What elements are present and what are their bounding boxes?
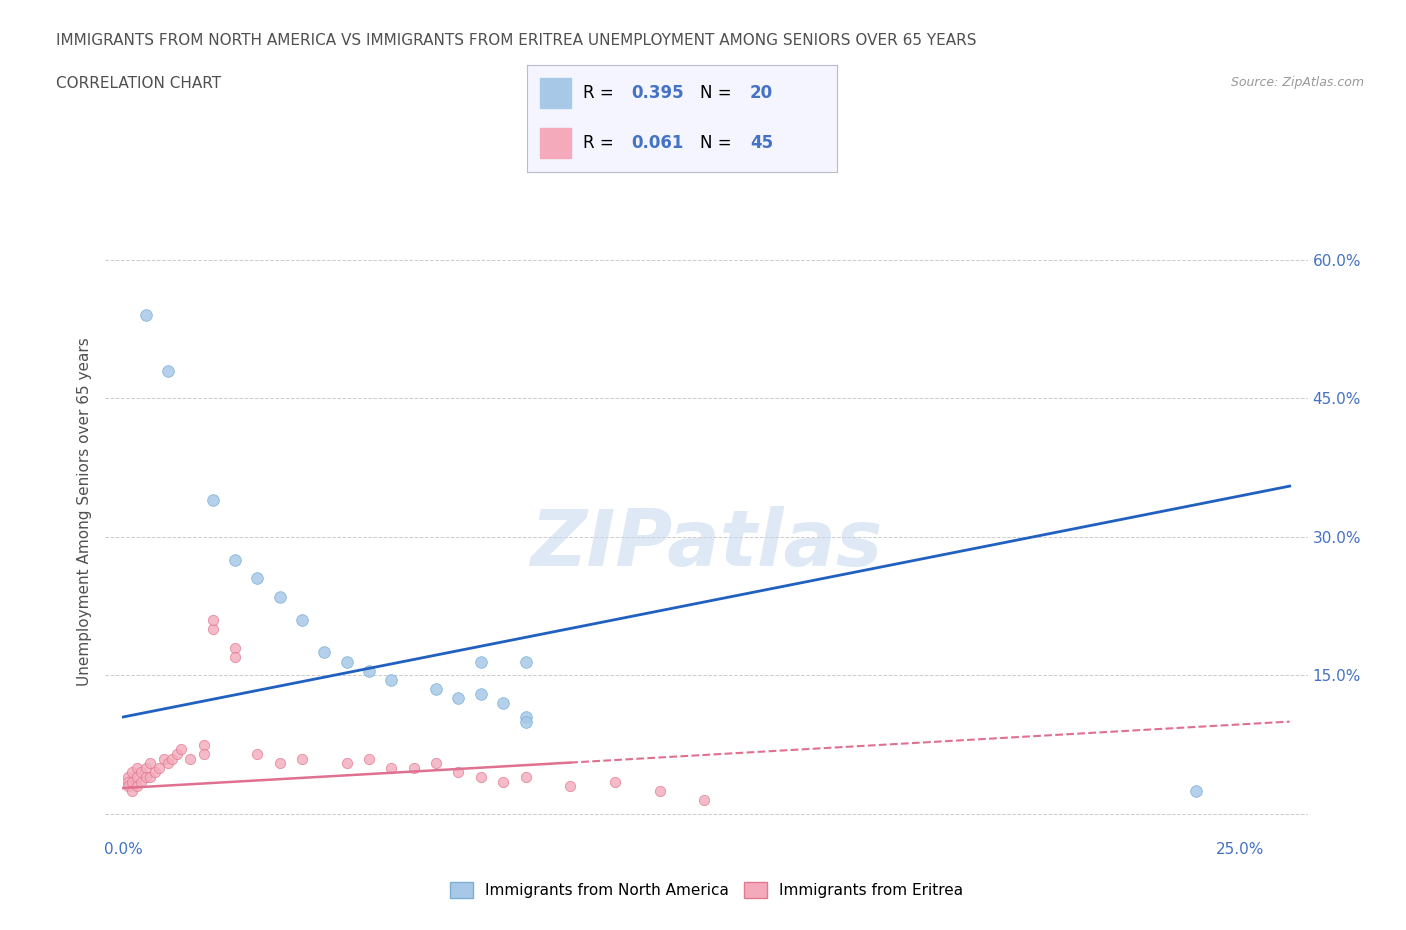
Point <box>447 764 470 779</box>
Text: CORRELATION CHART: CORRELATION CHART <box>56 76 221 91</box>
Point <box>224 552 246 567</box>
Point <box>314 644 336 659</box>
Point <box>129 764 152 779</box>
Point <box>201 622 224 637</box>
Point <box>603 774 626 789</box>
Point <box>129 774 152 789</box>
Point <box>117 778 139 793</box>
Point <box>139 769 162 784</box>
Text: R =: R = <box>583 134 619 153</box>
Point <box>492 774 515 789</box>
Point <box>148 761 170 776</box>
Point <box>447 691 470 706</box>
Point <box>179 751 201 766</box>
Point <box>121 774 143 789</box>
Bar <box>540 128 571 158</box>
Point <box>224 649 246 664</box>
Point <box>380 672 402 687</box>
Point <box>121 783 143 798</box>
Y-axis label: Unemployment Among Seniors over 65 years: Unemployment Among Seniors over 65 years <box>77 338 93 686</box>
Text: 20: 20 <box>749 84 773 102</box>
Point <box>246 571 269 586</box>
Point <box>125 778 148 793</box>
Text: N =: N = <box>700 84 737 102</box>
Point <box>269 756 291 771</box>
Text: IMMIGRANTS FROM NORTH AMERICA VS IMMIGRANTS FROM ERITREA UNEMPLOYMENT AMONG SENI: IMMIGRANTS FROM NORTH AMERICA VS IMMIGRA… <box>56 33 977 47</box>
Point <box>170 742 193 757</box>
Point <box>648 783 671 798</box>
Point <box>402 761 425 776</box>
Point <box>470 686 492 701</box>
Point <box>193 737 215 752</box>
Legend: Immigrants from North America, Immigrants from Eritrea: Immigrants from North America, Immigrant… <box>444 876 969 904</box>
Point <box>224 640 246 655</box>
Point <box>492 696 515 711</box>
Point <box>121 764 143 779</box>
Point <box>135 769 157 784</box>
Point <box>1185 783 1208 798</box>
Point <box>291 613 314 628</box>
Point <box>515 654 537 669</box>
Point <box>693 792 716 807</box>
Point <box>139 756 162 771</box>
Point <box>560 778 582 793</box>
Point <box>269 590 291 604</box>
Point <box>201 493 224 508</box>
Point <box>125 769 148 784</box>
Point <box>117 769 139 784</box>
Point <box>515 769 537 784</box>
Text: 45: 45 <box>749 134 773 153</box>
Point <box>201 613 224 628</box>
Point <box>152 751 174 766</box>
Point <box>166 747 188 762</box>
Bar <box>540 78 571 108</box>
Point <box>359 751 381 766</box>
Point <box>156 756 179 771</box>
Point <box>380 761 402 776</box>
Point <box>515 714 537 729</box>
Point <box>135 308 157 323</box>
Point <box>515 710 537 724</box>
Point <box>117 774 139 789</box>
Point <box>135 761 157 776</box>
Text: R =: R = <box>583 84 619 102</box>
Point <box>336 654 359 669</box>
Point <box>425 682 447 697</box>
Point <box>291 751 314 766</box>
Point <box>143 764 166 779</box>
Point <box>336 756 359 771</box>
Point <box>125 761 148 776</box>
Text: ZIPatlas: ZIPatlas <box>530 506 883 582</box>
Point <box>470 654 492 669</box>
Point <box>156 364 179 379</box>
Point <box>246 747 269 762</box>
Text: 0.395: 0.395 <box>631 84 683 102</box>
Point <box>470 769 492 784</box>
Point <box>359 663 381 678</box>
Point <box>425 756 447 771</box>
Point <box>193 747 215 762</box>
Text: 0.061: 0.061 <box>631 134 683 153</box>
Point <box>162 751 184 766</box>
Text: Source: ZipAtlas.com: Source: ZipAtlas.com <box>1230 76 1364 89</box>
Text: N =: N = <box>700 134 737 153</box>
